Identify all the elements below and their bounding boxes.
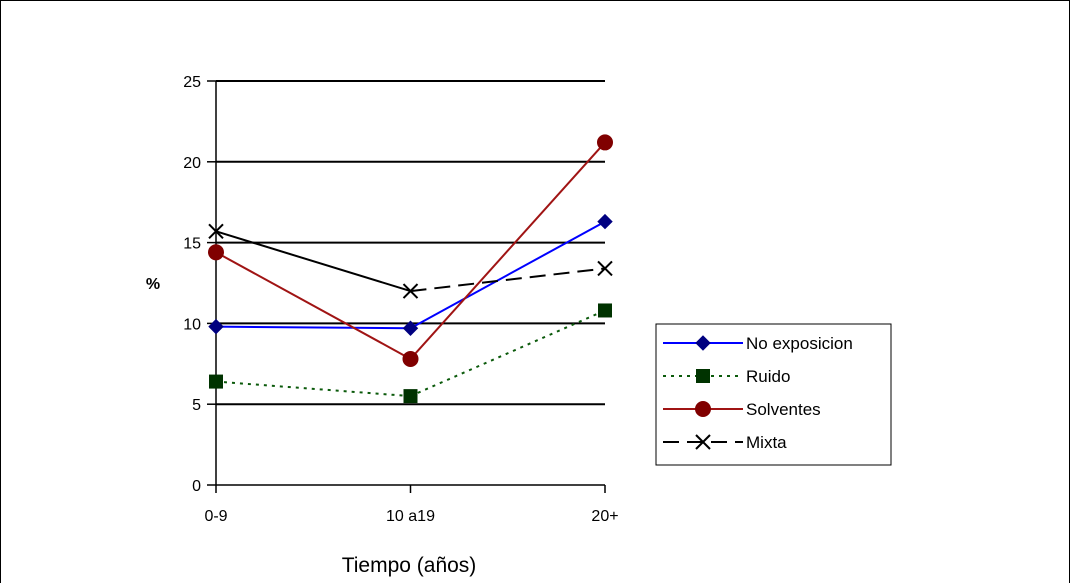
y-axis-title: %: [146, 276, 160, 293]
legend-marker-square: [696, 369, 710, 383]
series-line-segment: [410, 309, 606, 398]
grid-layer: [216, 80, 605, 406]
data-point-circle: [597, 134, 613, 151]
x-tick-label: 10 a19: [386, 508, 435, 525]
legend-marker-x-stroke-b: [695, 434, 711, 450]
x-tick-label: 20+: [591, 508, 618, 525]
y-tick-label: 5: [192, 397, 201, 414]
data-point-circle: [208, 244, 224, 261]
data-point-square: [209, 374, 223, 389]
legend-label: Solventes: [746, 400, 821, 419]
data-point-x: [208, 223, 224, 239]
legend-entry-ruido: Ruido: [663, 367, 790, 386]
y-tick-label: 15: [183, 236, 201, 253]
series-line-segment: [215, 325, 411, 330]
series-ruido: [209, 303, 612, 404]
legend-marker-circle: [695, 401, 711, 417]
series-no-exposicion: [208, 213, 613, 336]
legend-marker-x: [695, 434, 711, 450]
data-point-x-stroke-b: [597, 260, 613, 277]
y-tick-label: 10: [183, 316, 201, 333]
data-point-diamond: [597, 213, 613, 230]
x-axis-title: Tiempo (años): [342, 554, 477, 577]
series-line-segment: [410, 220, 606, 330]
data-point-diamond: [208, 318, 224, 335]
legend-marker-diamond: [695, 335, 711, 351]
series-line-segment: [215, 380, 411, 398]
legend-label: No exposicion: [746, 334, 853, 353]
legend-label: Ruido: [746, 367, 790, 386]
legend-entry-solventes: Solventes: [663, 400, 821, 419]
data-point-square: [598, 303, 612, 318]
series-line-segment: [215, 230, 411, 293]
data-point-x-stroke-b: [208, 223, 224, 239]
data-point-square: [403, 389, 418, 404]
axes-layer: 0 5 10 15 20 25 0-9 10 a19 20+: [183, 74, 618, 525]
legend-entry-no-exposicion: No exposicion: [663, 334, 853, 353]
x-tick-label: 0-9: [204, 508, 227, 525]
data-point-diamond: [402, 320, 419, 336]
y-tick-label: 0: [192, 478, 201, 495]
series-line-segment: [410, 267, 606, 293]
data-point-x-stroke-b: [402, 283, 419, 299]
series-mixta: [208, 223, 613, 299]
data-point-x: [402, 283, 419, 299]
legend: No exposicion Ruido Solventes Mixta: [655, 323, 892, 466]
y-tick-label: 20: [183, 155, 201, 172]
y-tick-label: 25: [183, 74, 201, 91]
series-line-segment: [215, 251, 411, 360]
series-solventes: [208, 134, 613, 367]
data-point-circle: [402, 350, 419, 367]
legend-label: Mixta: [746, 433, 787, 452]
series-layer: [208, 134, 613, 404]
series-line-segment: [409, 141, 606, 360]
data-point-x: [597, 260, 613, 277]
legend-entry-mixta: Mixta: [663, 433, 787, 452]
